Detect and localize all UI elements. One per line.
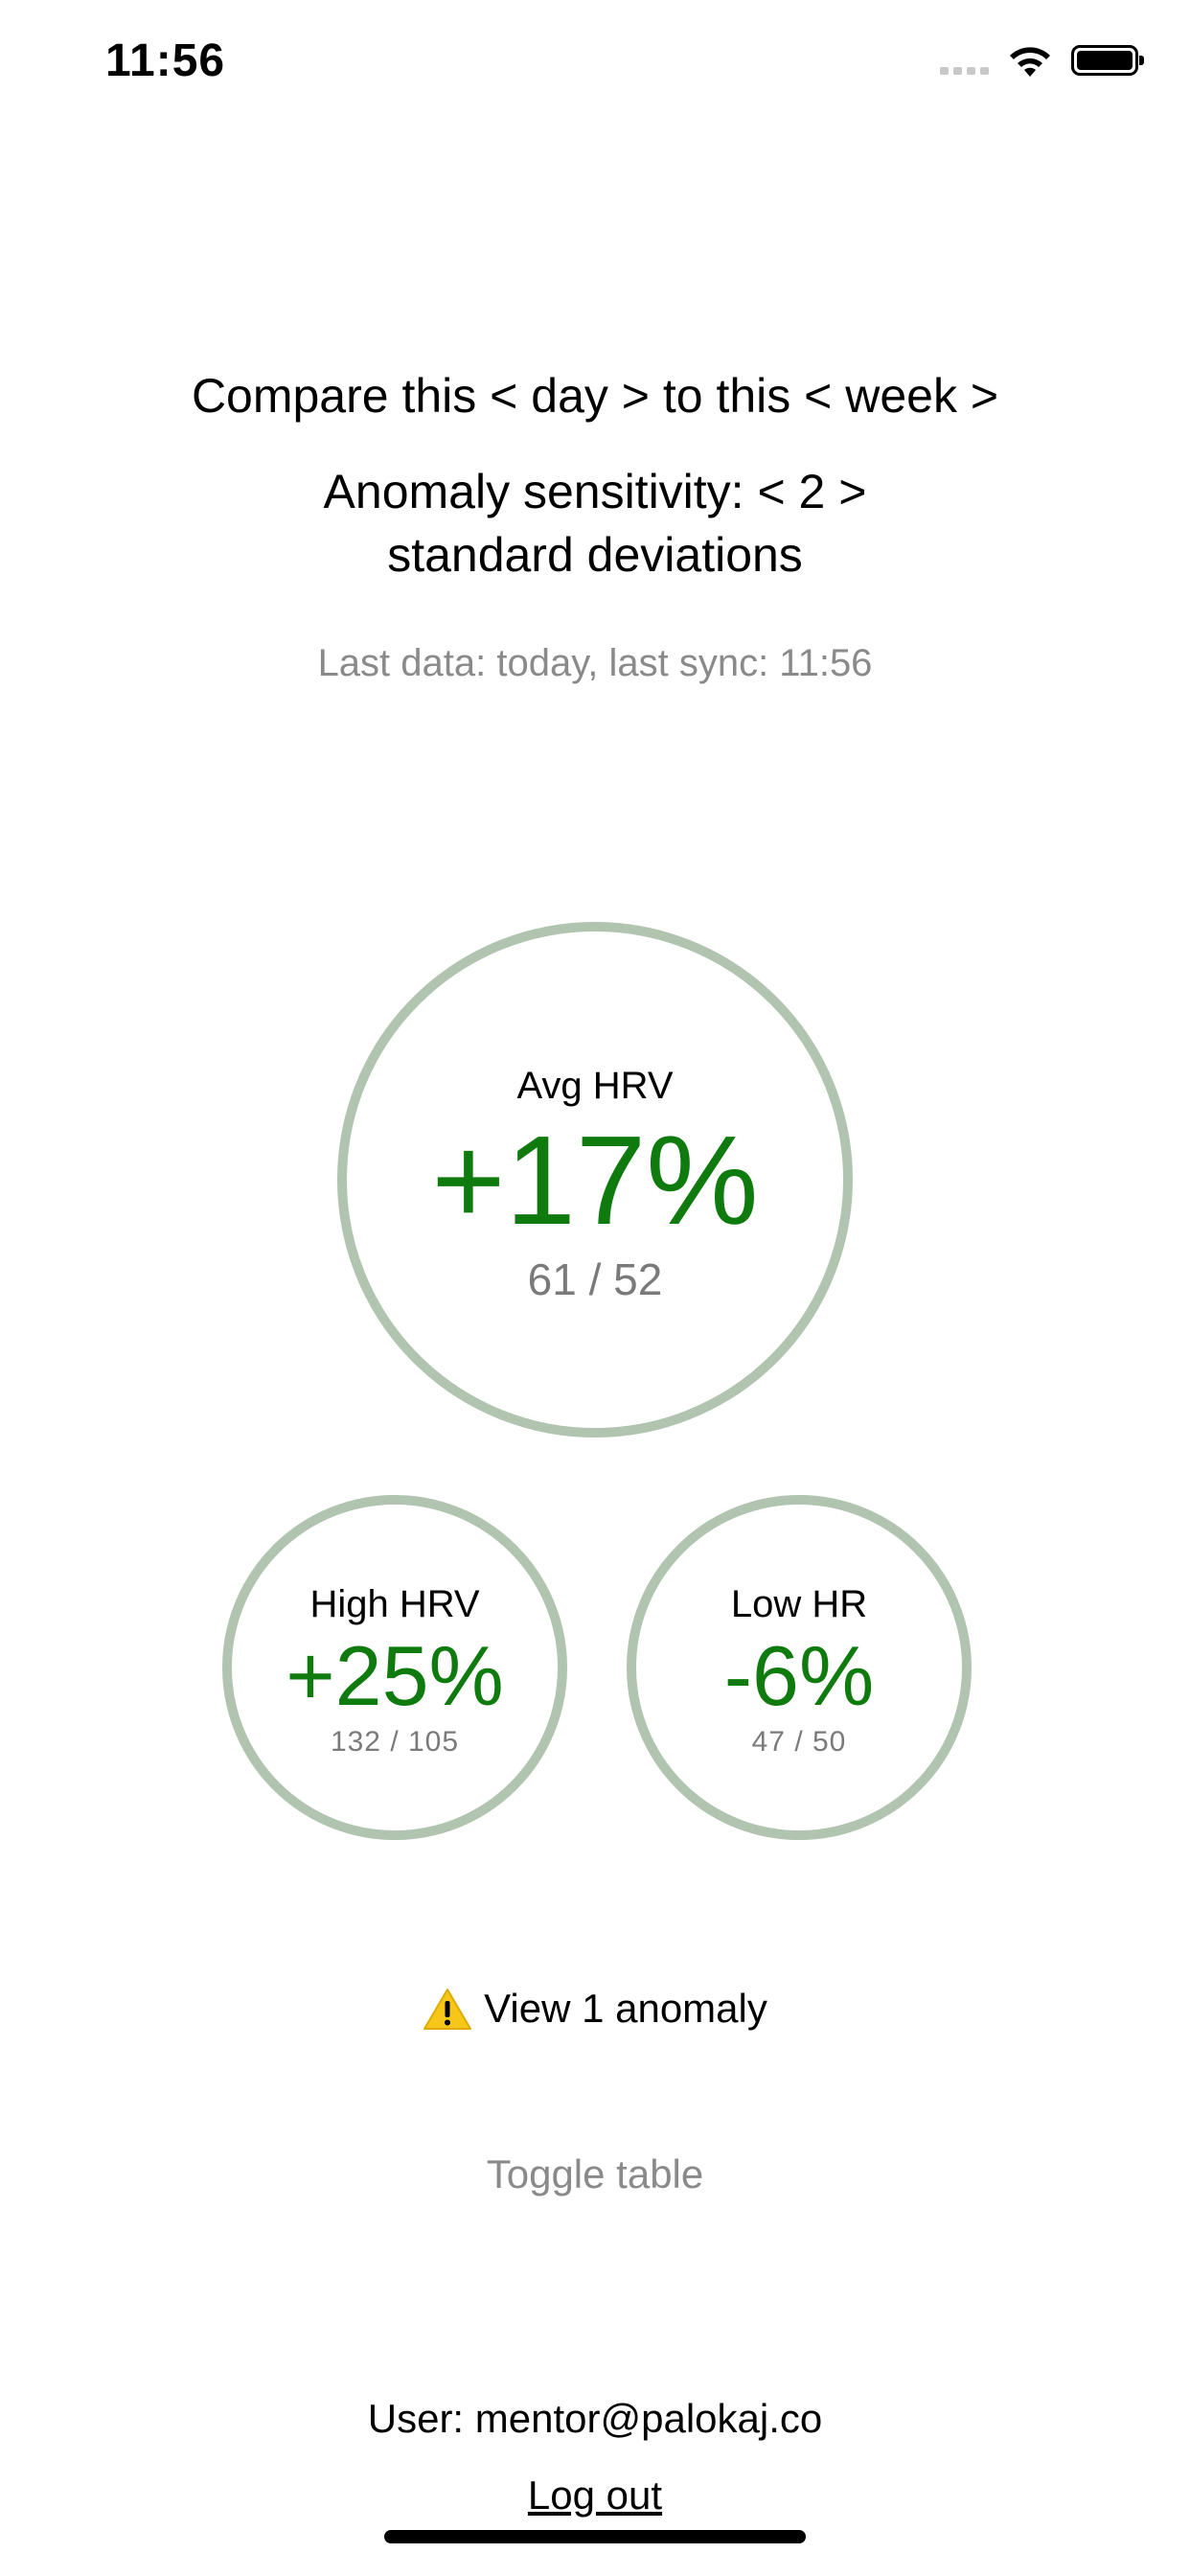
low-hr-card: Low HR -6% 47 / 50 [627,1495,972,1840]
sensitivity-row: Anomaly sensitivity: < 2 > standard devi… [0,460,1190,586]
high-hrv-card: High HRV +25% 132 / 105 [222,1495,567,1840]
compare-row: Compare this < day > to this < week > [0,368,1190,424]
logout-link[interactable]: Log out [527,2472,663,2518]
week-period-selector[interactable]: < week > [804,369,999,423]
avg-hrv-change: +17% [431,1109,759,1251]
high-hrv-ratio: 132 / 105 [330,1725,460,1758]
low-hr-change: -6% [723,1627,875,1723]
status-icons [940,42,1144,79]
wifi-icon [1010,47,1050,77]
toggle-table-button[interactable]: Toggle table [486,2151,704,2196]
view-anomaly-button[interactable]: View 1 anomaly [0,1986,1190,2032]
battery-icon [1071,45,1144,76]
avg-hrv-card: Avg HRV +17% 61 / 52 [337,922,853,1438]
avg-hrv-label: Avg HRV [516,1064,674,1107]
cellular-signal-icon [940,46,989,75]
high-hrv-label: High HRV [309,1582,480,1625]
view-anomaly-label: View 1 anomaly [484,1986,767,2031]
day-period-selector[interactable]: < day > [490,369,650,423]
status-time: 11:56 [105,35,226,86]
warning-icon [423,1989,472,2030]
sync-status: Last data: today, last sync: 11:56 [317,642,873,684]
home-indicator [384,2530,806,2543]
high-hrv-change: +25% [286,1627,504,1723]
user-email: User: mentor@palokaj.co [367,2396,823,2441]
compare-middle: to this [649,369,805,423]
status-bar: 11:56 [0,0,1190,134]
sensitivity-label: Anomaly sensitivity: [323,465,758,518]
low-hr-ratio: 47 / 50 [751,1725,847,1758]
sensitivity-selector[interactable]: < 2 > [757,465,867,518]
avg-hrv-ratio: 61 / 52 [527,1254,663,1304]
sensitivity-unit: standard deviations [387,528,803,582]
low-hr-label: Low HR [730,1582,868,1625]
compare-prefix: Compare this [191,369,491,423]
